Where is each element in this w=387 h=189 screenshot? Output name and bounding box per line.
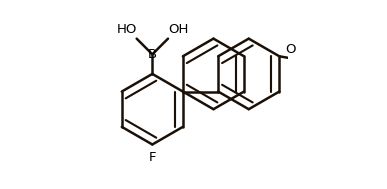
Text: HO: HO — [116, 23, 137, 36]
Text: OH: OH — [168, 23, 188, 36]
Text: O: O — [286, 43, 296, 56]
Text: F: F — [149, 151, 156, 164]
Text: B: B — [148, 48, 157, 61]
